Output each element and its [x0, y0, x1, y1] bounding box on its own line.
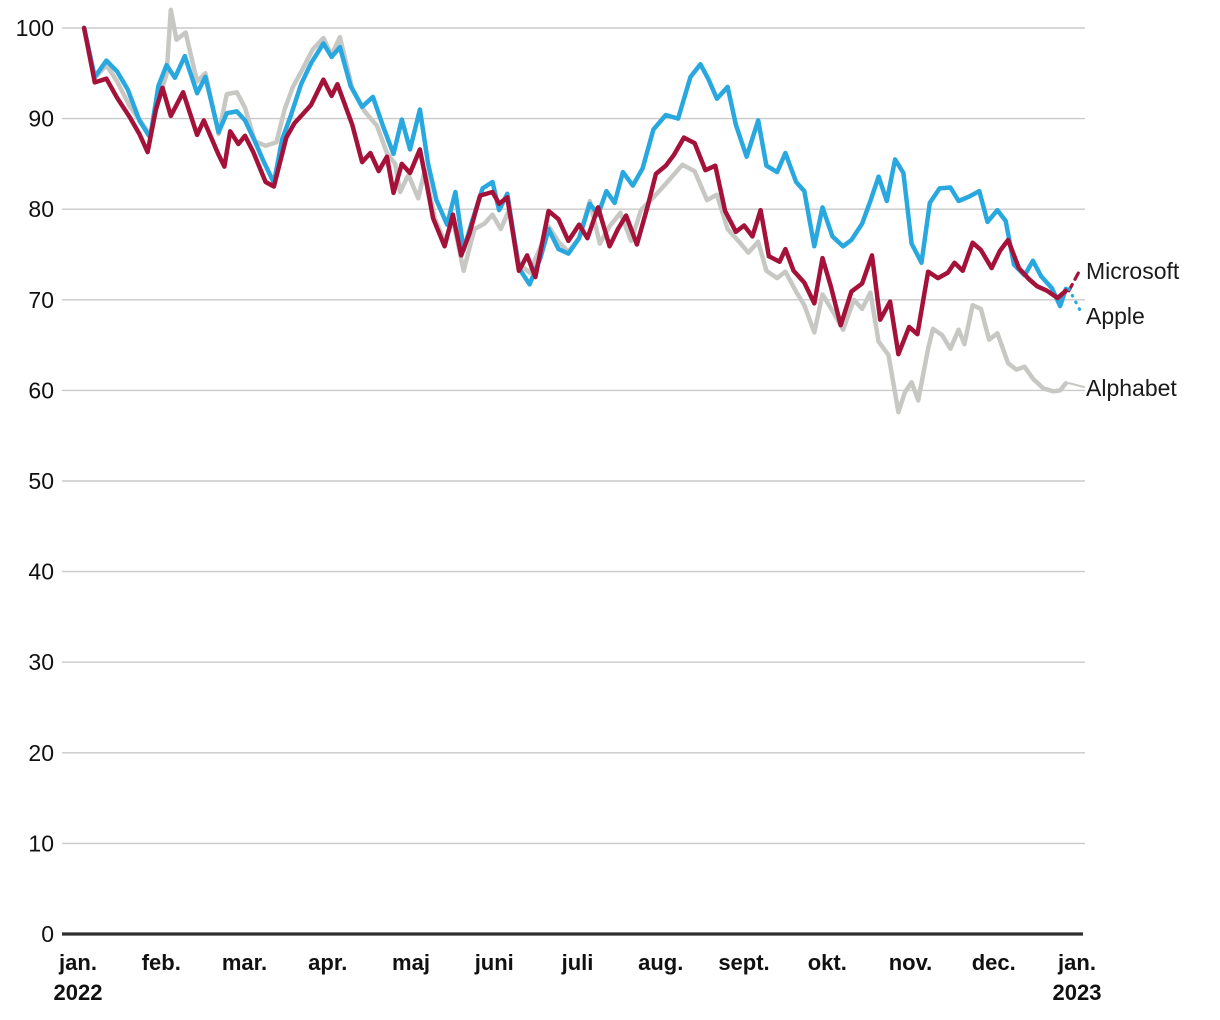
y-tick-label: 30 [28, 649, 54, 675]
series-label-alphabet: Alphabet [1086, 375, 1177, 401]
x-axis-labels: jan. 2022 feb. mar. apr. maj juni juli aug. sept.… [54, 950, 1102, 1005]
x-tick-label: mar. [222, 950, 267, 975]
y-tick-label: 20 [28, 740, 54, 766]
x-tick-label: okt. [808, 950, 847, 975]
x-tick-label: aug. [638, 950, 683, 975]
x-tick-label: dec. [972, 950, 1016, 975]
series-line-apple [81, 25, 1069, 309]
x-tick-label: juni [474, 950, 514, 975]
x-tick-label: nov. [889, 950, 933, 975]
series-line-alphabet [81, 7, 1069, 415]
x-tick-label: juli [561, 950, 594, 975]
y-tick-label: 10 [28, 830, 54, 856]
x-tick-year-start: 2022 [54, 980, 103, 1005]
x-tick-label: jan. [58, 950, 97, 975]
series-leader-lines [1067, 266, 1085, 388]
y-axis-labels: 0 10 20 30 40 50 60 70 80 90 100 [16, 15, 54, 947]
y-tick-label: 90 [28, 106, 54, 132]
x-tick-year-end: 2023 [1053, 980, 1102, 1005]
y-tick-label: 70 [28, 287, 54, 313]
series-label-microsoft: Microsoft [1086, 258, 1180, 284]
y-tick-label: 60 [28, 377, 54, 403]
y-tick-label: 0 [41, 921, 54, 947]
leader-line-apple [1067, 287, 1083, 314]
series-label-apple: Apple [1086, 303, 1145, 329]
y-tick-label: 50 [28, 468, 54, 494]
series-line-microsoft [81, 25, 1069, 357]
x-tick-label: sept. [718, 950, 769, 975]
y-tick-label: 40 [28, 559, 54, 585]
series-labels: Microsoft Apple Alphabet [1086, 258, 1180, 401]
y-gridlines [62, 27, 1085, 936]
x-tick-label: maj [392, 950, 430, 975]
x-tick-label: jan. [1057, 950, 1096, 975]
y-tick-label: 80 [28, 196, 54, 222]
x-tick-label: apr. [308, 950, 347, 975]
leader-line-microsoft [1067, 266, 1083, 293]
y-tick-label: 100 [16, 15, 54, 41]
series-lines [81, 7, 1069, 415]
x-tick-label: feb. [142, 950, 181, 975]
leader-line-alphabet [1067, 382, 1085, 388]
